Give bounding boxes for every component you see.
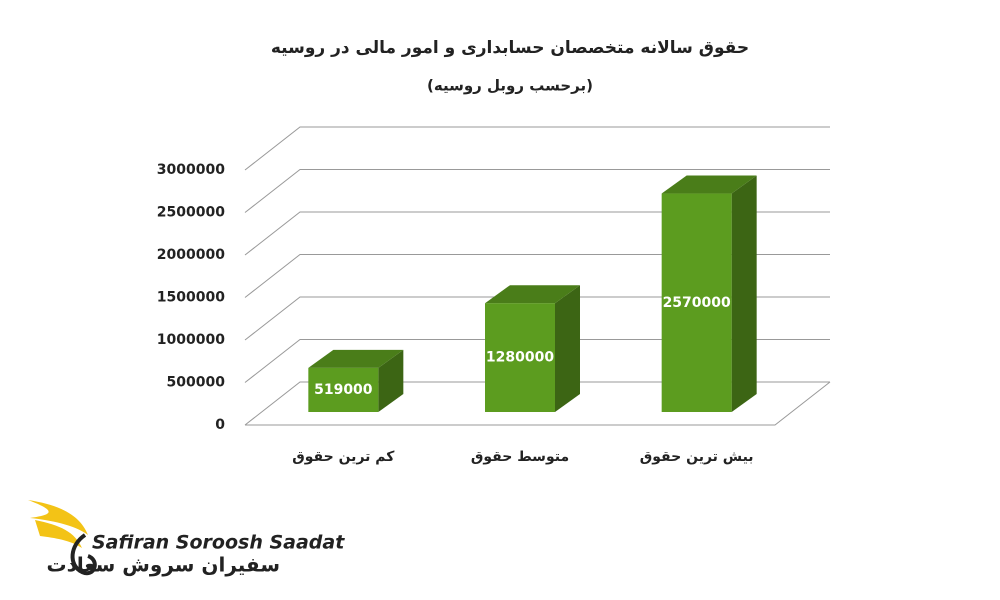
logo-wing	[35, 520, 82, 548]
floor	[245, 381, 831, 426]
grid-line	[244, 169, 830, 213]
y-tick-label: 1500000	[157, 290, 225, 306]
bar-top	[308, 349, 404, 368]
bar	[661, 193, 732, 412]
bar-top	[661, 175, 757, 194]
grid-line	[244, 126, 830, 171]
value-label: 1280000	[486, 350, 554, 366]
bar-side	[731, 175, 757, 412]
bar	[308, 367, 379, 412]
chart-title: حقوق سالانه متخصصان حسابداری و امور مالی…	[271, 38, 749, 58]
grid-line	[244, 381, 830, 426]
y-tick-label: 2000000	[157, 247, 225, 263]
chart-subtitle: (برحسب روبل روسیه)	[427, 77, 593, 95]
grid-line	[244, 339, 830, 383]
y-tick-label: 0	[215, 417, 225, 433]
y-tick-label: 500000	[167, 375, 226, 391]
logo-wing	[28, 500, 88, 535]
grid-line	[244, 211, 830, 256]
y-tick-label: 2500000	[157, 205, 225, 221]
logo-persian: سفیران سروش سعادت	[47, 553, 281, 577]
x-tick-label: کم ترین حقوق	[292, 449, 395, 465]
logo-latin: Safiran Soroosh Saadat	[92, 532, 345, 554]
value-label: 2570000	[663, 295, 731, 311]
grid-line	[244, 254, 830, 298]
logo: Safiran Soroosh Saadat سفیران سروش سعادت	[28, 500, 345, 577]
x-tick-label: متوسط حقوق	[471, 449, 569, 465]
bar-side	[555, 285, 580, 412]
grid-line	[244, 296, 830, 341]
y-tick-label: 3000000	[157, 162, 225, 178]
x-tick-label: بیش ترین حقوق	[640, 449, 754, 465]
bar	[485, 303, 555, 412]
logo-neck	[70, 533, 97, 576]
bar-top	[485, 285, 580, 304]
y-tick-label: 1000000	[157, 332, 225, 348]
bar-side	[378, 349, 404, 412]
value-label: 519000	[314, 382, 373, 398]
